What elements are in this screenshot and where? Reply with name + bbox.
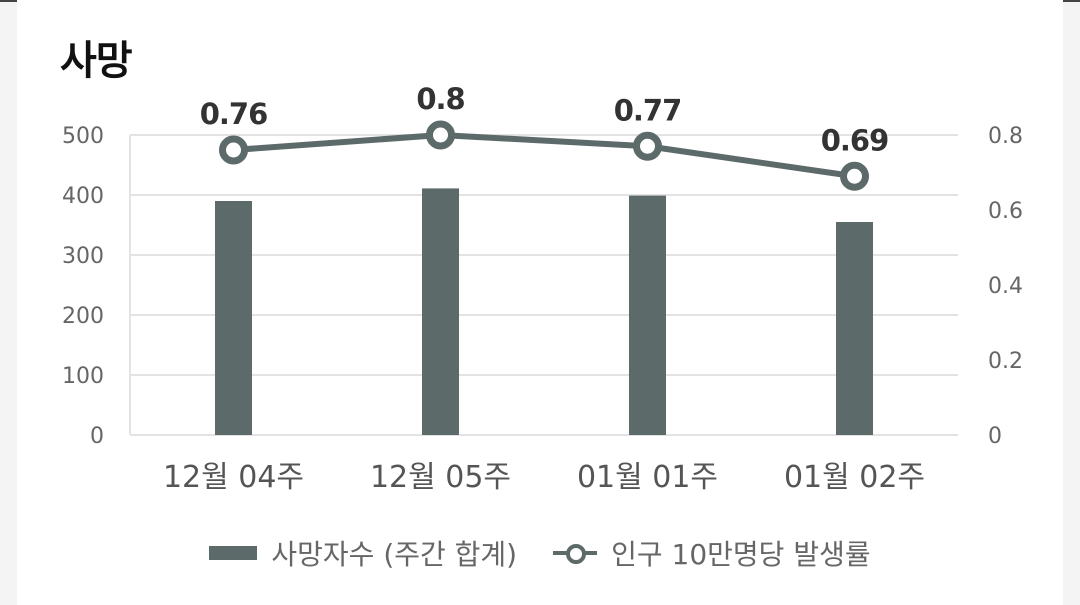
data-label: 0.76	[200, 97, 268, 131]
line-marker	[426, 120, 455, 150]
legend-item-line: 인구 10만명당 발생률	[553, 533, 871, 573]
x-tick-label: 01월 02주	[784, 460, 925, 495]
bar	[215, 201, 252, 435]
bar	[836, 222, 873, 435]
bar	[422, 188, 459, 435]
line-marker	[840, 161, 869, 191]
y-left-tick-label: 400	[62, 184, 104, 209]
chart-legend: 사망자수 (주간 합계) 인구 10만명당 발생률	[0, 528, 1080, 578]
legend-line-label: 인구 10만명당 발생률	[611, 538, 871, 571]
y-right-tick-label: 0	[988, 424, 1002, 449]
y-left-tick-label: 500	[62, 124, 104, 149]
line-marker	[633, 131, 662, 161]
y-right-tick-label: 0.8	[988, 124, 1023, 149]
y-left-tick-label: 0	[90, 424, 104, 449]
series-line	[233, 132, 855, 180]
chart-card	[17, 0, 1063, 605]
legend-line-swatch	[553, 543, 598, 564]
y-right-tick-label: 0.2	[988, 349, 1023, 374]
line-marker	[219, 135, 248, 165]
legend-bar-swatch	[209, 546, 258, 560]
chart-title: 사망	[60, 38, 133, 84]
x-tick-label: 12월 04주	[163, 460, 304, 495]
y-right-tick-label: 0.6	[988, 199, 1023, 224]
data-label: 0.77	[614, 93, 682, 127]
y-left-tick-label: 200	[62, 304, 104, 329]
legend-item-bar: 사망자수 (주간 합계)	[209, 533, 517, 573]
data-label: 0.69	[821, 123, 889, 157]
data-label: 0.8	[416, 82, 464, 116]
y-left-tick-label: 100	[62, 364, 104, 389]
legend-bar-label: 사망자수 (주간 합계)	[271, 538, 518, 571]
y-right-tick-label: 0.4	[988, 274, 1023, 299]
x-tick-label: 12월 05주	[370, 460, 511, 495]
y-left-tick-label: 300	[62, 244, 104, 269]
x-tick-label: 01월 01주	[577, 460, 718, 495]
bar	[629, 195, 666, 435]
